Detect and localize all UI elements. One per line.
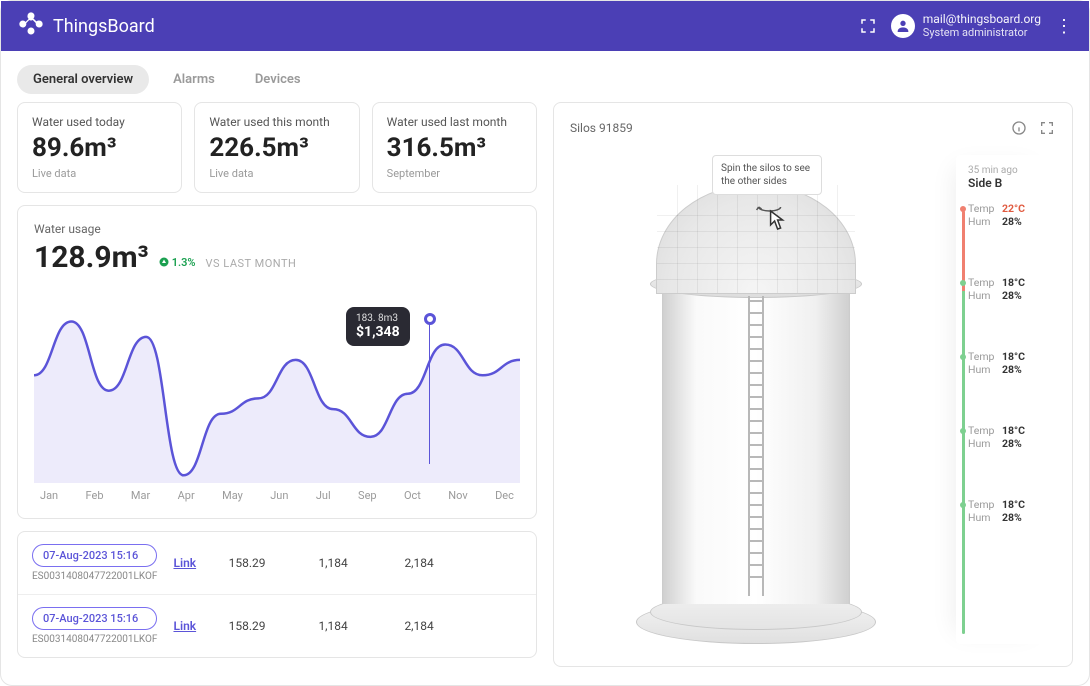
sensor-dot-icon	[960, 354, 966, 360]
kebab-menu-icon[interactable]: ⋮	[1055, 16, 1073, 37]
table-row: 07-Aug-2023 15:16 ES0031408047722001LKOF…	[18, 594, 536, 657]
x-label: Oct	[404, 489, 421, 502]
x-label: Jun	[270, 489, 288, 502]
stat-card-today: Water used today 89.6m³ Live data	[17, 102, 182, 193]
spin-tooltip: Spin the silos to see the other sides	[712, 155, 822, 195]
x-label: Feb	[86, 489, 104, 502]
silo-card: Silos 91859 Spin the silos to see the ot…	[553, 102, 1073, 667]
silo-3d-view[interactable]: Spin the silos to see the other sides	[570, 155, 942, 644]
avatar-icon	[891, 14, 915, 38]
sensor-reading: Temp18°C Hum28%	[968, 350, 1056, 376]
tab-devices[interactable]: Devices	[239, 65, 317, 94]
brand-logo-icon	[17, 10, 45, 42]
x-label: Dec	[495, 489, 514, 502]
user-role: System administrator	[923, 27, 1041, 40]
sensor-dot-icon	[960, 428, 966, 434]
sensor-dot-icon	[960, 206, 966, 212]
user-email: mail@thingsboard.org	[923, 13, 1041, 27]
chart-x-axis: Jan Feb Mar Apr May Jun Jul Sep Oct Nov Dec	[34, 489, 520, 502]
stat-value: 89.6	[32, 133, 84, 163]
cell: 1,184	[298, 556, 368, 570]
chart-title: Water usage	[34, 222, 520, 236]
sensor-reading: Temp18°C Hum28%	[968, 276, 1056, 302]
silo-title: Silos 91859	[570, 121, 633, 135]
x-label: Mar	[131, 489, 150, 502]
x-label: Jul	[316, 489, 331, 502]
stat-sub: Live data	[32, 167, 167, 180]
sensor-reading: Temp22°C Hum28%	[968, 202, 1056, 228]
sensor-panel: 35 min ago Side B Temp22°C Hum28% Temp18…	[956, 155, 1056, 644]
link[interactable]: Link	[173, 619, 196, 633]
rotate-cursor-icon	[753, 197, 787, 235]
table-row: 07-Aug-2023 15:16 ES0031408047722001LKOF…	[18, 532, 536, 594]
x-label: Apr	[178, 489, 195, 502]
info-icon[interactable]	[1010, 119, 1028, 137]
tabs-bar: General overview Alarms Devices	[1, 51, 1089, 102]
panel-side: Side B	[968, 176, 1056, 190]
line-chart[interactable]: 183. 8m3 $1,348	[34, 283, 520, 483]
date-pill[interactable]: 07-Aug-2023 15:16	[32, 544, 157, 567]
cell: 158.29	[212, 619, 282, 633]
x-label: Nov	[448, 489, 467, 502]
brand-name: ThingsBoard	[53, 16, 155, 37]
water-usage-chart-card: Water usage 128.9m³ 1.3% VS LAST MONTH 1…	[17, 205, 537, 519]
tab-alarms[interactable]: Alarms	[157, 65, 231, 94]
cell: 1,184	[298, 619, 368, 633]
chart-tooltip: 183. 8m3 $1,348	[346, 307, 410, 346]
sensor-dot-icon	[960, 280, 966, 286]
sensor-reading: Temp18°C Hum28%	[968, 424, 1056, 450]
stat-card-last-month: Water used last month 316.5m³ September	[372, 102, 537, 193]
date-pill[interactable]: 07-Aug-2023 15:16	[32, 607, 157, 630]
sensor-reading: Temp18°C Hum28%	[968, 498, 1056, 524]
x-label: May	[222, 489, 243, 502]
chart-marker-line	[429, 319, 430, 464]
stat-label: Water used today	[32, 115, 167, 129]
row-id: ES0031408047722001LKOF	[32, 571, 157, 582]
link[interactable]: Link	[173, 556, 196, 570]
delta-badge: 1.3%	[159, 256, 196, 269]
sensor-dot-icon	[960, 502, 966, 508]
user-menu[interactable]: mail@thingsboard.org System administrato…	[891, 13, 1041, 39]
sensor-track	[962, 211, 965, 634]
x-label: Jan	[40, 489, 58, 502]
row-id: ES0031408047722001LKOF	[32, 634, 157, 645]
x-label: Sep	[358, 489, 377, 502]
cell: 158.29	[212, 556, 282, 570]
fullscreen-icon[interactable]	[859, 17, 877, 35]
tab-general-overview[interactable]: General overview	[17, 65, 149, 94]
data-table: 07-Aug-2023 15:16 ES0031408047722001LKOF…	[17, 531, 537, 658]
expand-icon[interactable]	[1038, 119, 1056, 137]
chart-marker-dot	[424, 313, 436, 325]
app-header: ThingsBoard mail@thingsboard.org System …	[1, 1, 1089, 51]
stat-cards-row: Water used today 89.6m³ Live data Water …	[17, 102, 537, 193]
cell: 2,184	[384, 619, 454, 633]
stat-card-this-month: Water used this month 226.5m³ Live data	[194, 102, 359, 193]
panel-time: 35 min ago	[968, 165, 1056, 176]
silo-model	[656, 184, 856, 644]
cell: 2,184	[384, 556, 454, 570]
vs-label: VS LAST MONTH	[206, 257, 297, 270]
